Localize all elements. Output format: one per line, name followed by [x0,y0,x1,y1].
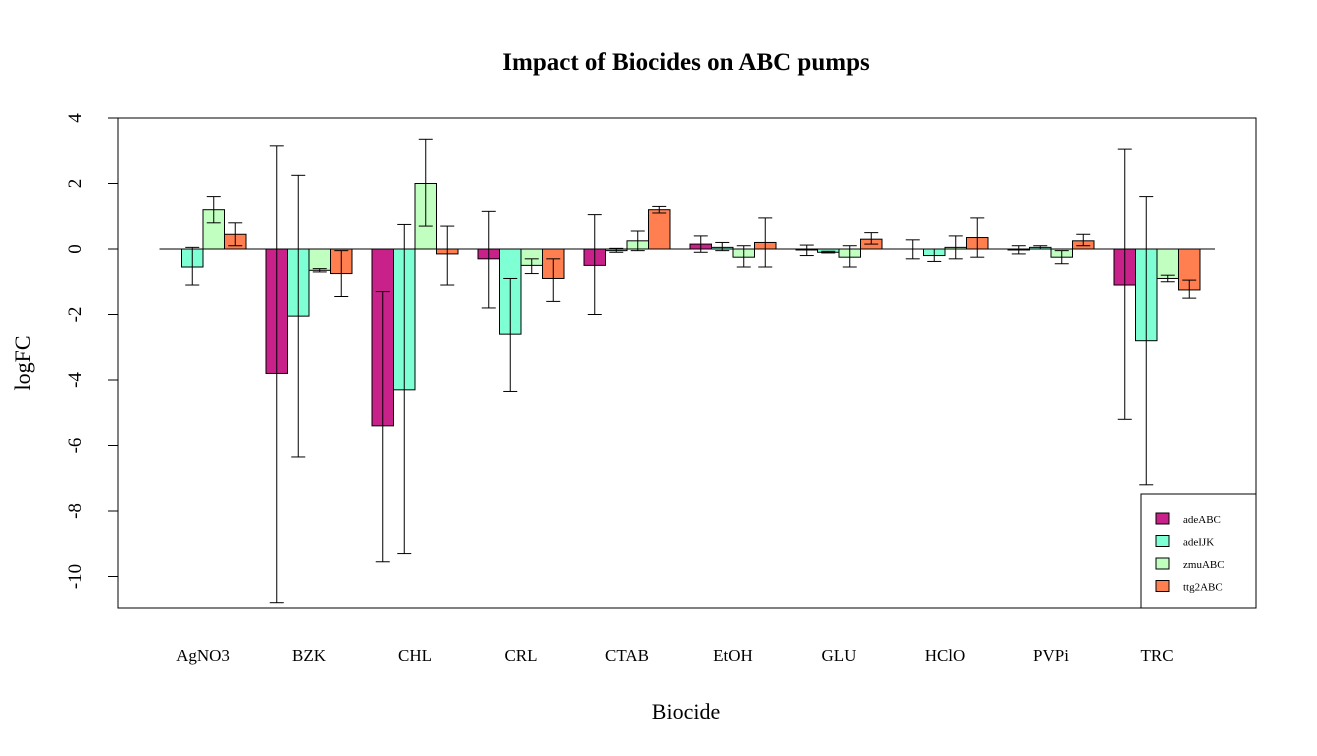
category-labels: AgNO3 BZK CHL CRL CTAB EtOH GLU HClO PVPi TRC [176,646,1173,665]
x-tick-label-EtOH: EtOH [713,646,753,665]
y-tick-label: -6 [65,438,86,454]
plot-frame [117,117,1257,609]
legend-label-ttg2ABC: ttg2ABC [1183,582,1223,594]
x-tick-label-CHL: CHL [398,646,432,665]
y-tick-label: -2 [65,307,86,323]
y-axis-label: logFC [10,335,35,390]
x-tick-label-GLU: GLU [822,646,857,665]
bar-zmuABC-BZK [308,248,331,271]
x-tick-label-AgNO3: AgNO3 [176,646,230,665]
legend-swatch-zmuABC [1155,557,1170,570]
bars [159,183,1201,427]
y-tick-label: -4 [65,372,86,388]
y-tick-label: 0 [65,244,86,254]
bar-zmuABC-TRC [1156,248,1179,279]
x-tick-label-CRL: CRL [504,646,537,665]
y-axis: 4 2 0 -2 -4 -6 -8 -10 [65,113,118,589]
chart-title: Impact of Biocides on ABC pumps [502,49,870,76]
x-tick-label-TRC: TRC [1140,646,1173,665]
error-bars [185,138,1197,604]
legend-label-adeABC: adeABC [1183,514,1221,526]
legend-swatch-ttg2ABC [1155,580,1170,592]
legend-swatch-adeIJK [1155,535,1170,547]
y-tick-label: -8 [65,503,86,519]
legend: adeABC adeIJK zmuABC ttg2ABC [1140,493,1257,609]
y-tick-label: 2 [65,179,86,189]
bar-ttg2ABC-CTAB [648,209,671,250]
x-tick-label-CTAB: CTAB [605,646,649,665]
legend-label-adeIJK: adeIJK [1183,537,1214,549]
x-tick-label-HClO: HClO [925,646,966,665]
y-tick-label: 4 [65,113,86,123]
y-tick-label: -10 [65,564,86,589]
x-tick-label-BZK: BZK [292,646,327,665]
x-tick-label-PVPi: PVPi [1033,646,1069,665]
legend-swatch-adeABC [1155,512,1170,525]
legend-label-zmuABC: zmuABC [1183,559,1225,571]
x-axis-label: Biocide [652,699,720,724]
